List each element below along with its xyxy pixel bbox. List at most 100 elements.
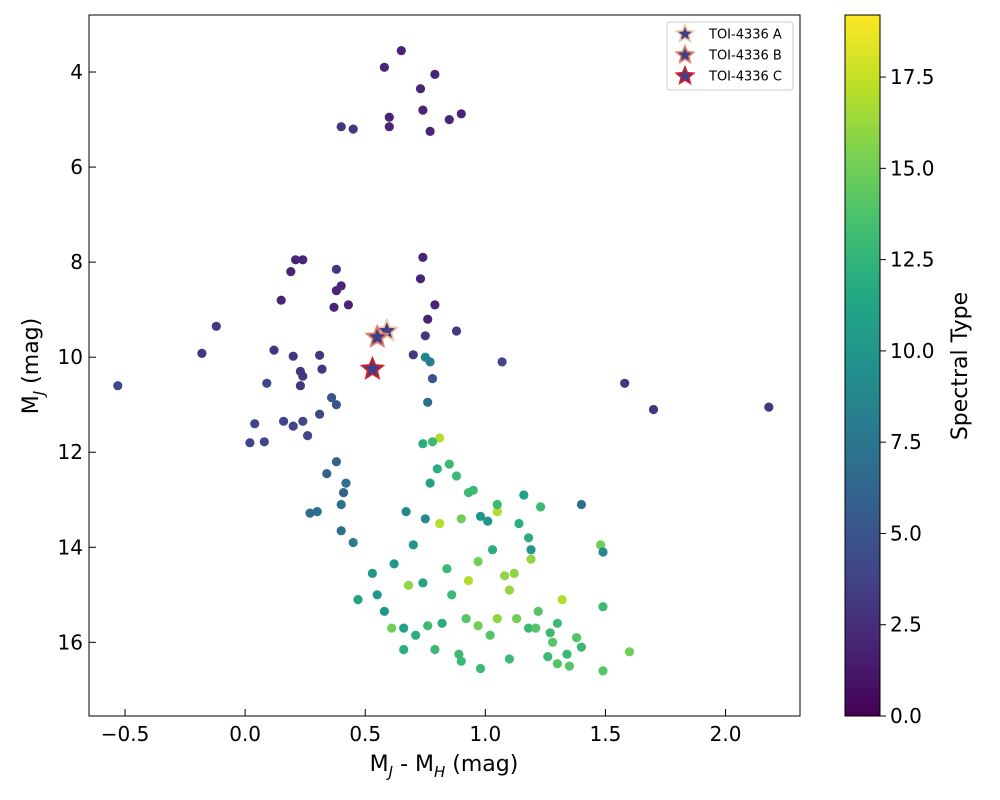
colorbar-tick-label: 17.5 [890,65,935,89]
y-tick-label: 8 [70,250,83,274]
data-point [408,350,418,360]
data-point [456,656,466,666]
legend-label: TOI-4336 C [708,70,782,85]
data-point [408,540,418,550]
legend-marker [674,43,696,64]
data-point [444,115,454,125]
data-point [399,623,409,633]
data-point [430,644,440,655]
data-point [456,514,466,524]
data-point [295,381,305,391]
data-point [336,281,346,291]
data-point [435,518,445,529]
legend-box [666,21,794,91]
data-point [403,580,414,590]
x-tick-label: 0.0 [229,722,261,746]
colorbar-tick-label: 7.5 [890,430,922,454]
colorbar-gradient [844,14,881,717]
data-point [415,274,426,284]
data-point [389,559,399,569]
data-point [339,488,349,498]
data-point [423,314,433,324]
data-point [437,618,447,628]
data-point [598,666,608,676]
data-point [315,409,325,419]
data-point [442,564,452,574]
legend: TOI-4336 A TOI-4336 B TOI-4336 C [666,21,794,91]
plot-frame [88,14,801,717]
data-point [331,264,341,274]
data-point [298,416,308,426]
data-point [291,255,301,265]
colorbar-tick-label: 2.5 [890,613,922,637]
x-tick-label: 1.5 [590,722,622,746]
data-point [269,345,279,355]
data-point [245,438,255,448]
data-point [435,433,445,443]
x-axis: −0.5 0.0 0.5 1.0 1.5 2.0 [101,709,741,746]
data-point [500,571,510,581]
data-point [401,507,411,517]
data-point [524,623,534,633]
data-point [624,647,635,657]
data-point [329,302,339,312]
data-point [475,511,486,521]
colorbar-tick-label: 0.0 [890,704,922,728]
y-tick-label: 12 [58,440,83,464]
data-point [312,507,322,517]
y-tick-label: 10 [58,345,83,369]
data-point [456,109,466,119]
scatter-points [113,46,774,676]
data-point [497,357,507,367]
data-point [444,459,454,469]
data-point [531,623,541,633]
data-point [331,457,341,467]
data-point [327,393,337,403]
data-point [511,614,522,624]
data-point [504,585,514,595]
data-point [425,357,435,367]
data-point [372,590,382,600]
legend-marker [674,64,696,85]
x-tick-label: 1.0 [469,722,501,746]
data-point [411,630,421,640]
data-point [387,623,397,633]
colorbar-tick-label: 10.0 [890,339,935,363]
data-point [519,490,529,500]
data-point [348,124,358,134]
colorbar-tick-label: 12.5 [890,248,935,272]
data-point [475,663,486,674]
data-point [418,439,428,449]
x-tick-label: 0.5 [349,722,381,746]
data-point [336,122,346,132]
data-point [648,404,659,415]
data-point [564,661,575,671]
data-point [576,642,587,652]
data-point [315,350,325,360]
data-point [420,331,430,341]
x-tick-label: −0.5 [101,722,150,746]
data-point [427,437,438,447]
data-point [415,84,426,94]
data-point [418,578,428,588]
data-point [463,576,474,586]
data-point [317,364,327,374]
data-point [288,421,298,431]
data-point [468,485,478,495]
colorbar-label: Spectral Type [948,292,973,440]
data-point [492,507,502,517]
x-axis-label: MJ - MH (mag) [370,752,519,781]
data-point [764,402,774,412]
data-point [526,545,536,555]
data-point [598,602,608,612]
data-point [379,606,389,617]
data-point [286,267,296,277]
data-point [262,378,272,388]
data-point [298,371,308,381]
colorbar-tick-label: 15.0 [890,156,935,180]
y-axis: 4 6 8 10 12 14 16 [58,60,96,654]
colorbar: 0.0 2.5 5.0 7.5 10.0 12.5 15.0 17.5 Spectral Ty… [844,14,973,728]
marker-toi-4336-b [364,323,390,349]
data-point [514,518,524,529]
